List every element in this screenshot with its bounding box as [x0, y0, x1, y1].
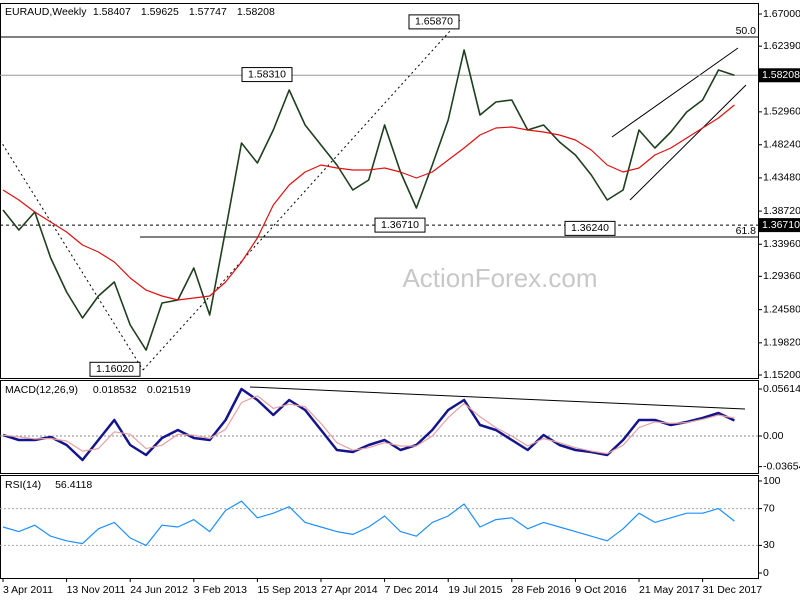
main-panel-frame	[0, 3, 759, 379]
y-tick-label: 1.62390	[763, 40, 800, 52]
y-tick-label: 1.48240	[763, 139, 800, 151]
panel-title: RSI(14)	[5, 479, 41, 491]
x-tick-label: 31 Dec 2017	[703, 584, 763, 596]
y-tick-label: 1.15200	[763, 369, 800, 381]
callout-label: 1.16020	[96, 363, 134, 375]
x-tick-label: 7 Dec 2014	[385, 584, 439, 596]
x-tick-label: 24 Jun 2012	[130, 584, 188, 596]
y-tick-label: 1.43480	[763, 172, 800, 184]
x-tick-label: 15 Sep 2013	[257, 584, 317, 596]
callout-box	[241, 67, 293, 83]
y-tick-label: 0	[763, 567, 769, 579]
y-tick-label: 100	[763, 475, 781, 487]
callout-box	[89, 361, 141, 377]
y-tick-label: -0.036548	[763, 460, 800, 472]
series-line	[2, 395, 735, 455]
y-tick-label: 1.52960	[763, 106, 800, 118]
macd-trend-line	[249, 386, 746, 410]
channel-line	[629, 84, 747, 201]
x-tick-label: 19 Jul 2015	[448, 584, 502, 596]
y-tick-label: 1.38720	[763, 205, 800, 217]
price-tag	[759, 218, 800, 233]
y-tick-label: 1.33960	[763, 238, 800, 250]
trend-line	[0, 139, 144, 371]
fib-label: 61.8	[736, 225, 757, 237]
callout-box	[564, 220, 616, 236]
x-tick-label: 21 May 2017	[639, 584, 700, 596]
title-value: 0.021519	[147, 384, 191, 396]
x-tick-label: 27 Apr 2014	[321, 584, 378, 596]
y-tick-label: 1.29360	[763, 270, 800, 282]
series-line	[2, 49, 735, 351]
callout-label: 1.65870	[415, 16, 453, 28]
trend-line	[142, 19, 461, 371]
channel-line	[611, 47, 739, 138]
y-tick-label: 30	[763, 539, 775, 551]
panel-title: EURAUD,Weekly	[5, 6, 87, 18]
fib-label: 50.0	[736, 25, 757, 37]
y-tick-label: 1.19820	[763, 337, 800, 349]
price-tag	[759, 68, 800, 83]
price-tag-label: 1.58208	[762, 69, 800, 81]
x-tick-label: 13 Nov 2011	[67, 584, 126, 596]
panel-title: MACD(12,26,9)	[5, 384, 78, 396]
series-line	[2, 387, 735, 462]
y-tick-label: 70	[763, 502, 775, 514]
y-tick-label: 1.67000	[763, 8, 800, 20]
title-value: 1.59625	[141, 6, 179, 18]
y-tick-label: 0.00	[763, 430, 784, 442]
title-value: 1.58208	[237, 6, 275, 18]
title-value: 56.4118	[55, 479, 92, 491]
callout-label: 1.36240	[571, 222, 609, 234]
callout-box	[408, 14, 460, 30]
series-line	[2, 104, 735, 301]
title-value: 1.58407	[93, 6, 131, 18]
y-tick-label: 1.24580	[763, 303, 800, 315]
callout-label: 1.58310	[248, 68, 286, 80]
title-value: 1.57747	[189, 6, 227, 18]
callout-box	[374, 217, 426, 233]
x-tick-label: 28 Feb 2016	[512, 584, 571, 596]
price-tag-label: 1.36710	[762, 219, 800, 231]
title-value: 0.018532	[93, 384, 137, 396]
y-tick-label: 0.056148	[763, 383, 800, 395]
watermark: ActionForex.com	[402, 263, 597, 293]
macd-panel-frame	[0, 380, 759, 474]
x-tick-label: 9 Oct 2016	[575, 584, 627, 596]
rsi-panel-frame	[0, 475, 759, 579]
series-line	[2, 500, 735, 546]
callout-label: 1.36710	[381, 219, 419, 231]
x-tick-label: 3 Feb 2013	[194, 584, 247, 596]
x-tick-label: 3 Apr 2011	[3, 584, 53, 596]
